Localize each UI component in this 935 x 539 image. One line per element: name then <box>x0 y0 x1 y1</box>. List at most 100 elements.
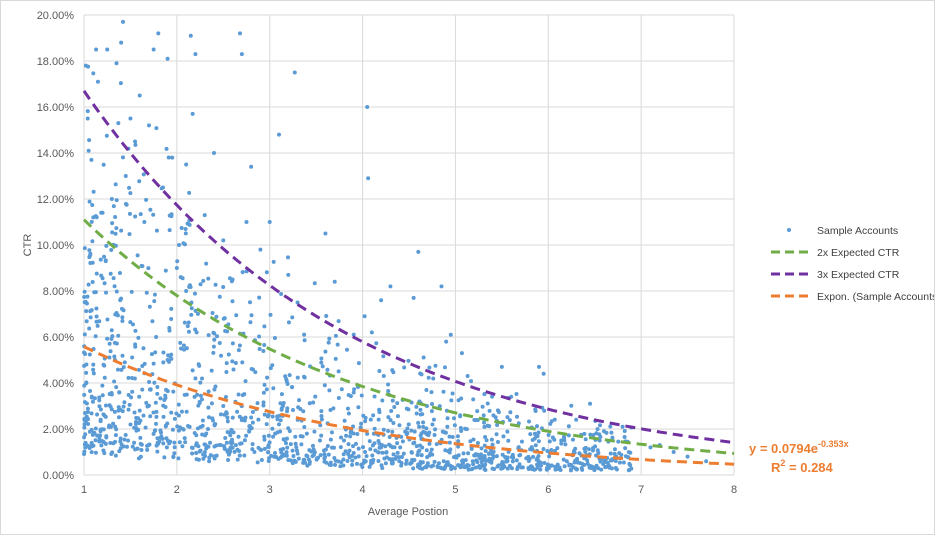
data-point <box>287 373 292 378</box>
data-point <box>172 451 177 456</box>
data-point <box>166 359 171 364</box>
data-point <box>141 413 146 418</box>
data-point <box>87 352 92 357</box>
data-point <box>123 432 128 437</box>
data-point <box>228 433 233 438</box>
data-point <box>290 315 295 320</box>
data-point <box>213 282 218 287</box>
data-point <box>224 369 229 374</box>
data-point <box>145 404 150 409</box>
data-point <box>552 417 557 422</box>
data-point <box>247 429 252 434</box>
data-point <box>487 456 492 461</box>
data-point <box>142 361 147 366</box>
data-point <box>350 458 355 463</box>
data-point <box>414 404 419 409</box>
data-point <box>341 452 346 457</box>
y-tick-label: 14.00% <box>37 148 75 160</box>
data-point <box>372 426 377 431</box>
data-point <box>130 444 135 449</box>
data-point <box>623 454 628 459</box>
data-point <box>582 462 587 467</box>
equation-exponent: -0.353x <box>818 439 849 449</box>
data-point <box>297 398 302 403</box>
x-tick-label: 4 <box>360 484 366 496</box>
data-point <box>89 450 94 455</box>
legend: Sample Accounts 2x Expected CTR 3x Expecte… <box>771 225 935 303</box>
data-point <box>328 463 333 468</box>
data-point <box>88 261 93 266</box>
data-point <box>104 435 109 440</box>
data-point <box>204 445 209 450</box>
data-point <box>405 430 410 435</box>
data-point <box>429 390 434 395</box>
data-point <box>117 390 122 395</box>
data-point <box>130 375 135 380</box>
data-point <box>100 393 105 398</box>
data-point <box>588 432 593 437</box>
data-point <box>613 459 618 464</box>
data-point <box>199 397 204 402</box>
data-point <box>208 453 213 458</box>
data-point <box>161 350 166 355</box>
data-point <box>275 417 280 422</box>
data-point <box>172 440 177 445</box>
data-point <box>442 365 447 370</box>
data-point <box>499 466 504 471</box>
data-point <box>582 446 587 451</box>
data-point <box>227 276 232 281</box>
data-point <box>610 435 615 440</box>
data-point <box>233 361 238 366</box>
data-point <box>391 452 396 457</box>
data-point <box>388 418 393 423</box>
data-point <box>546 432 551 437</box>
data-point <box>121 444 126 449</box>
data-point <box>354 441 359 446</box>
data-point <box>459 396 464 401</box>
data-point <box>459 351 464 356</box>
data-point <box>87 255 92 260</box>
data-point <box>430 422 435 427</box>
data-point <box>188 33 193 38</box>
data-point <box>283 441 288 446</box>
data-point <box>226 352 231 357</box>
data-point <box>424 464 429 469</box>
data-point <box>210 310 215 315</box>
data-point <box>109 197 114 201</box>
data-point <box>514 458 519 463</box>
data-point <box>489 437 494 442</box>
data-point <box>189 306 194 311</box>
legend-marker-point <box>787 228 791 232</box>
data-point <box>296 456 301 461</box>
data-point <box>348 434 353 439</box>
data-point <box>336 396 341 401</box>
data-point <box>110 230 115 235</box>
data-point <box>514 391 519 396</box>
data-point <box>485 401 490 406</box>
data-point <box>361 460 366 465</box>
data-point <box>239 441 244 446</box>
data-point <box>211 330 216 335</box>
data-point <box>84 309 89 314</box>
data-point <box>612 447 617 452</box>
data-point <box>176 413 181 418</box>
data-point <box>482 424 487 429</box>
data-point <box>671 450 676 454</box>
data-point <box>621 460 626 465</box>
data-point <box>586 447 591 452</box>
data-point <box>265 414 270 419</box>
data-point <box>152 299 157 304</box>
data-point <box>401 451 406 456</box>
data-point <box>243 415 248 420</box>
data-point <box>139 447 144 452</box>
data-point <box>431 376 436 381</box>
data-point <box>596 451 601 456</box>
data-point <box>349 453 354 458</box>
data-point <box>261 349 266 354</box>
data-point <box>91 362 96 367</box>
data-point <box>113 453 118 458</box>
data-point <box>214 453 219 458</box>
data-point <box>623 446 628 451</box>
data-point <box>122 360 127 365</box>
data-point <box>91 371 96 376</box>
